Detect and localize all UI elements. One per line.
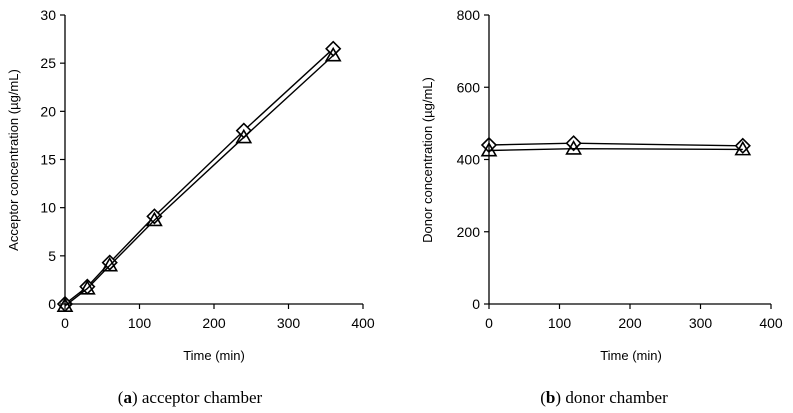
panel-a-point-triangle (235, 128, 253, 144)
panel-b-x-tick-label: 400 (759, 315, 783, 331)
panel-b-x-tick-label: 0 (485, 315, 493, 331)
panel-b-y-axis-title: Donor concentration (µg/mL) (420, 77, 435, 243)
panel-b-caption: (b) donor chamber (540, 388, 668, 407)
panel-a-point-triangle (78, 279, 96, 295)
panel-b-y-tick-label: 200 (457, 224, 481, 240)
panel-a-x-tick-label: 400 (351, 315, 375, 331)
panel-a-point-triangle (56, 297, 74, 312)
panel-a-x-axis-title: Time (min) (183, 348, 245, 363)
panel-a-y-tick-label: 25 (40, 55, 56, 71)
panel-a-x-tick-label: 300 (277, 315, 301, 331)
panel-a-y-tick-label: 10 (40, 200, 56, 216)
panel-a-y-axis-title: Acceptor concentration (µg/mL) (6, 69, 21, 251)
panel-b-axes: 0 200 400 600 800 0 100 200 300 400 (457, 7, 783, 331)
panel-a-series-line-triangle (64, 54, 334, 307)
panel-b-y-tick-label: 0 (472, 296, 480, 312)
panel-b-donor-chamber: 0 200 400 600 800 0 100 200 300 400 Donor concent… (420, 7, 783, 407)
panel-a-caption-letter: a (123, 388, 132, 407)
panel-a-caption: (a) acceptor chamber (118, 388, 263, 407)
panel-b-series-layer (480, 135, 752, 157)
panel-b-x-tick-label: 300 (689, 315, 713, 331)
panel-a-caption-text: acceptor chamber (142, 388, 263, 407)
panel-a-x-tick-label: 0 (61, 315, 69, 331)
panel-a-y-tick-label: 15 (40, 152, 56, 168)
panel-b-x-axis-title: Time (min) (600, 348, 662, 363)
panel-a-y-tick-label: 0 (48, 296, 56, 312)
panel-a-y-tick-label: 20 (40, 103, 56, 119)
panel-b-series-line-triangle (488, 147, 743, 152)
panel-b-point-triangle (565, 140, 582, 155)
panel-a-point-triangle (101, 256, 119, 272)
panel-b-y-tick-label: 600 (457, 79, 481, 95)
panel-a-point-triangle (146, 211, 163, 227)
panel-a-series-layer (56, 40, 342, 313)
panel-a-point-triangle (324, 46, 342, 62)
panel-b-caption-text: donor chamber (565, 388, 668, 407)
panel-a-y-tick-label: 5 (48, 248, 56, 264)
panel-b-x-tick-label: 200 (618, 315, 642, 331)
panel-b-caption-letter: b (546, 388, 555, 407)
panel-a-x-tick-label: 100 (128, 315, 152, 331)
panel-a-x-tick-label: 200 (202, 315, 226, 331)
panel-b-y-tick-label: 400 (457, 152, 481, 168)
panel-b-point-triangle (734, 140, 752, 156)
panel-b-y-tick-label: 800 (457, 7, 481, 23)
panel-a-y-tick-label: 30 (40, 7, 56, 23)
panel-b-series-line-diamond (488, 142, 743, 147)
panel-b-x-tick-label: 100 (548, 315, 572, 331)
